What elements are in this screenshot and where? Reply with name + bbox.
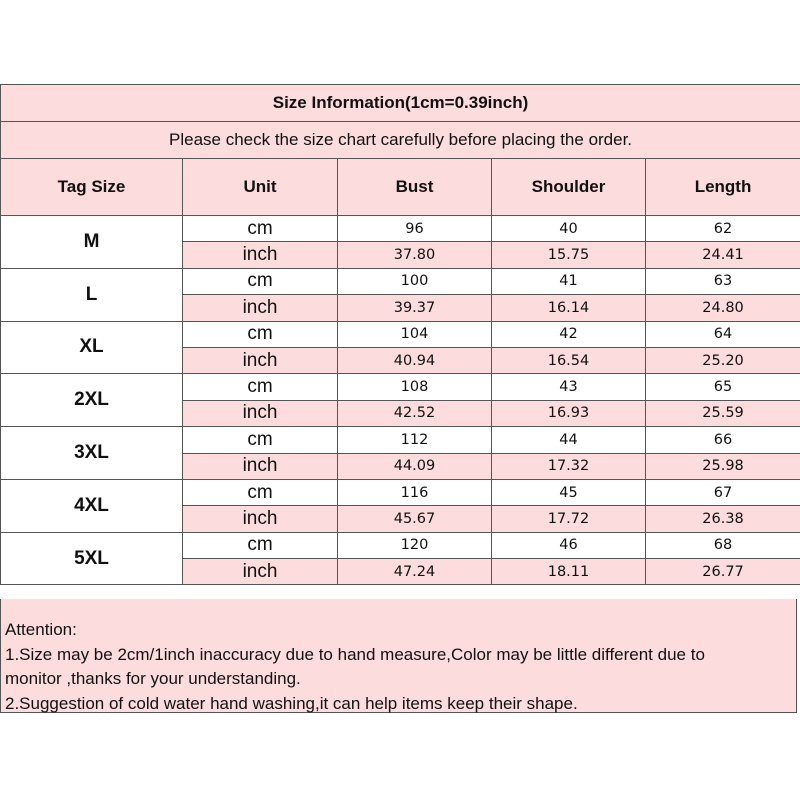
table-row: inch 37.80 15.75 24.41: [1, 241, 800, 269]
length-cell: 66: [644, 426, 800, 454]
tag-size-cell: 3XL: [0, 426, 183, 480]
shoulder-cell: 46: [491, 531, 646, 560]
tag-size-cell: 5XL: [0, 531, 183, 586]
tag-size-cell: 4XL: [0, 478, 183, 533]
bust-cell: 120: [337, 531, 492, 560]
table-row: XL cm 104 42 64: [0, 320, 800, 375]
shoulder-cell: 15.75: [491, 241, 646, 269]
length-cell: 24.80: [644, 294, 800, 322]
bust-cell: 39.37: [337, 294, 492, 322]
table-row: inch 47.24 18.11 26.77: [1, 558, 800, 586]
length-cell: 67: [644, 478, 800, 507]
header-shoulder: Shoulder: [491, 158, 646, 216]
shoulder-cell: 16.54: [491, 346, 646, 375]
unit-cell: inch: [182, 558, 338, 586]
unit-cell: inch: [182, 241, 338, 269]
bust-cell: 45.67: [337, 505, 492, 533]
table-row: 4XL cm 116 45 67: [0, 478, 800, 533]
table-row: 2XL cm 108 43 65: [0, 373, 800, 428]
shoulder-cell: 17.32: [491, 452, 646, 480]
bust-cell: 47.24: [337, 558, 492, 586]
attention-line: monitor ,thanks for your understanding.: [5, 669, 301, 688]
length-cell: 64: [644, 320, 800, 348]
length-cell: 26.77: [644, 558, 800, 586]
unit-cell: inch: [182, 399, 338, 428]
header-tag-size: Tag Size: [0, 158, 183, 216]
length-cell: 68: [644, 531, 800, 560]
bust-cell: 42.52: [337, 399, 492, 428]
unit-cell: inch: [182, 294, 338, 322]
shoulder-cell: 16.93: [491, 399, 646, 428]
table-row: inch 40.94 16.54 25.20: [1, 346, 800, 375]
length-cell: 25.20: [644, 346, 800, 375]
shoulder-cell: 41: [491, 267, 646, 296]
attention-line: 1.Size may be 2cm/1inch inaccuracy due t…: [5, 644, 705, 664]
unit-cell: cm: [182, 373, 338, 401]
unit-cell: inch: [182, 452, 338, 480]
unit-cell: cm: [182, 267, 338, 296]
table-row: inch 39.37 16.14 24.80: [1, 294, 800, 322]
shoulder-cell: 42: [491, 320, 646, 348]
length-cell: 62: [644, 214, 800, 243]
unit-cell: cm: [182, 214, 338, 243]
size-table: Size Information(1cm=0.39inch) Please ch…: [0, 84, 800, 586]
unit-cell: cm: [182, 531, 338, 560]
table-row: inch 45.67 17.72 26.38: [1, 505, 800, 533]
bust-cell: 100: [337, 267, 492, 296]
shoulder-cell: 40: [491, 214, 646, 243]
shoulder-cell: 18.11: [491, 558, 646, 586]
table-title: Size Information(1cm=0.39inch): [0, 84, 800, 122]
table-subtitle: Please check the size chart carefully be…: [0, 121, 800, 159]
unit-cell: inch: [182, 346, 338, 375]
length-cell: 25.59: [644, 399, 800, 428]
length-cell: 25.98: [644, 452, 800, 480]
unit-cell: inch: [182, 505, 338, 533]
attention-line: 2.Suggestion of cold water hand washing,…: [5, 693, 578, 713]
bust-cell: 104: [337, 320, 492, 348]
tag-size-cell: M: [0, 215, 183, 269]
tag-size-cell: L: [0, 267, 183, 322]
bust-cell: 116: [337, 478, 492, 507]
shoulder-cell: 45: [491, 478, 646, 507]
bust-cell: 44.09: [337, 452, 492, 480]
length-cell: 63: [644, 267, 800, 296]
table-row: 5XL cm 120 46 68: [0, 531, 800, 586]
bust-cell: 112: [337, 426, 492, 454]
header-bust: Bust: [337, 158, 492, 216]
shoulder-cell: 17.72: [491, 505, 646, 533]
table-row: inch 42.52 16.93 25.59: [1, 399, 800, 428]
tag-size-cell: 2XL: [0, 373, 183, 428]
header-length: Length: [644, 158, 800, 216]
unit-cell: cm: [182, 320, 338, 348]
header-unit: Unit: [182, 158, 338, 216]
length-cell: 26.38: [644, 505, 800, 533]
bust-cell: 37.80: [337, 241, 492, 269]
unit-cell: cm: [182, 426, 338, 454]
attention-note: Attention: 1.Size may be 2cm/1inch inacc…: [0, 599, 797, 713]
tag-size-cell: XL: [0, 320, 183, 375]
shoulder-cell: 16.14: [491, 294, 646, 322]
bust-cell: 108: [337, 373, 492, 401]
shoulder-cell: 43: [491, 373, 646, 401]
unit-cell: cm: [182, 478, 338, 507]
length-cell: 65: [644, 373, 800, 401]
header-row: Tag Size Unit Bust Shoulder Length: [0, 158, 800, 216]
size-chart: Size Information(1cm=0.39inch) Please ch…: [0, 84, 800, 586]
bust-cell: 40.94: [337, 346, 492, 375]
length-cell: 24.41: [644, 241, 800, 269]
bust-cell: 96: [337, 214, 492, 243]
attention-heading: Attention:: [5, 620, 77, 639]
shoulder-cell: 44: [491, 426, 646, 454]
table-row: 3XL cm 112 44 66: [0, 426, 800, 480]
